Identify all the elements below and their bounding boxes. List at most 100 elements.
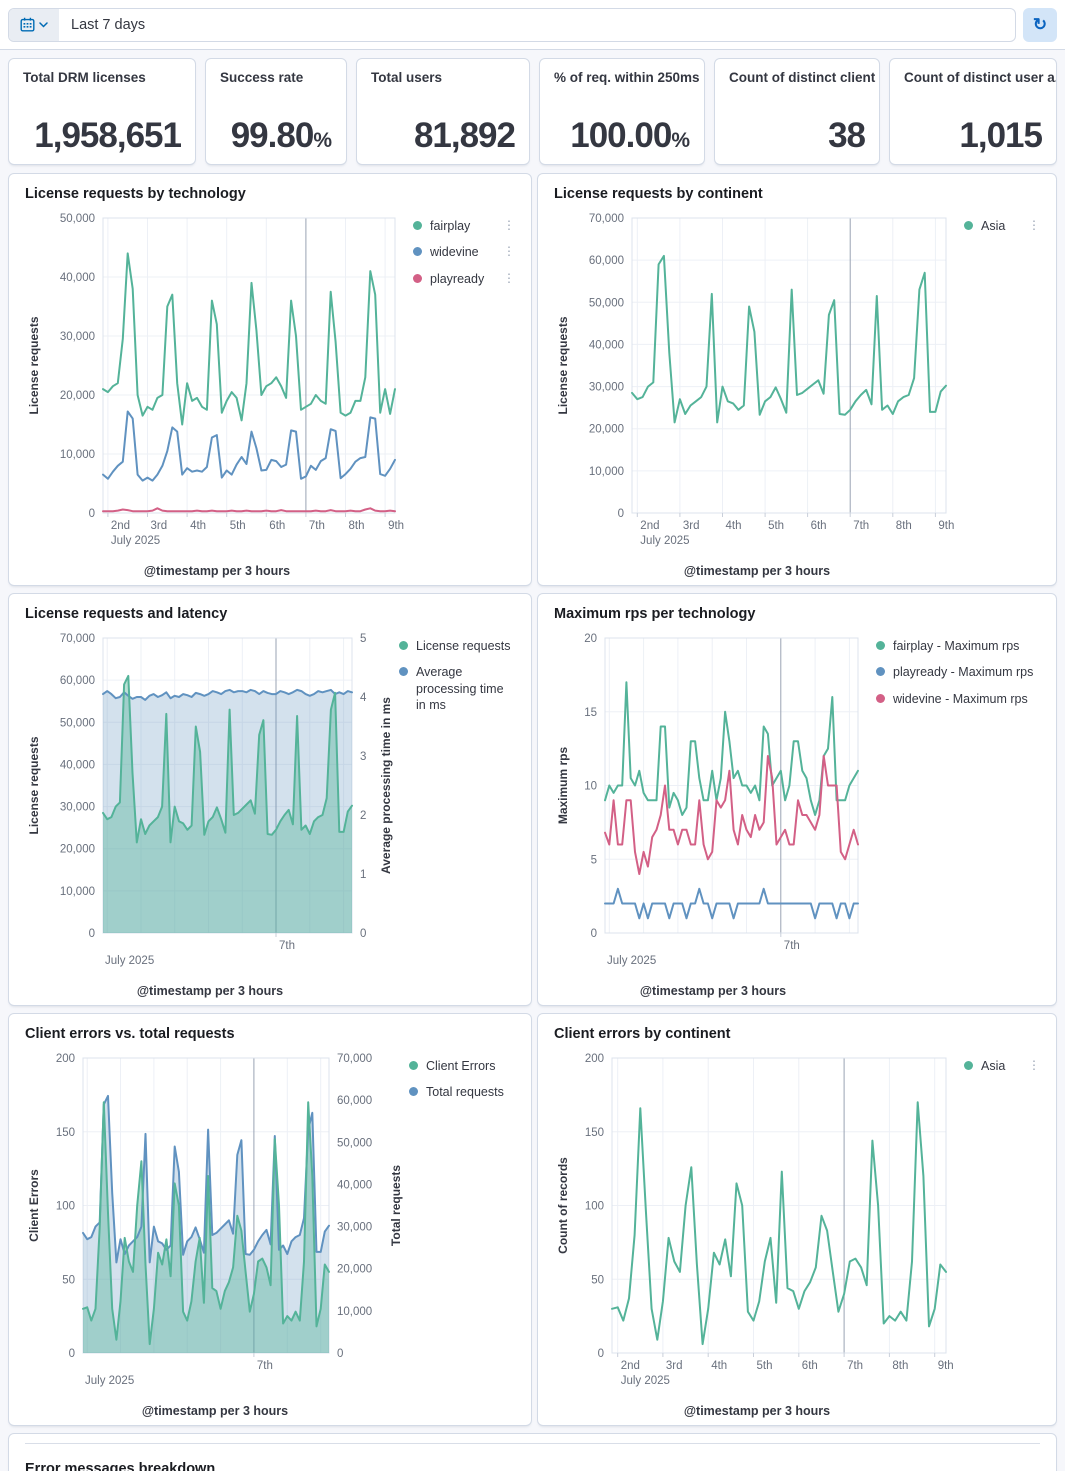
legend-item[interactable]: widevine ⋮ [413,244,515,260]
date-range-input[interactable]: Last 7 days [71,16,146,33]
legend-menu-icon[interactable]: ⋮ [1028,218,1040,232]
legend-item[interactable]: Client Errors [409,1058,515,1074]
panel-title: License requests by technology [25,186,246,202]
panel-divider [25,1443,1040,1444]
svg-text:0: 0 [618,508,624,520]
svg-text:6th: 6th [269,520,285,532]
svg-text:License requests: License requests [556,316,570,414]
svg-text:8th: 8th [896,520,912,532]
date-range-picker[interactable]: Last 7 days [8,7,1016,42]
svg-text:3rd: 3rd [666,1360,683,1372]
svg-text:7th: 7th [847,1360,863,1372]
legend-menu-icon[interactable]: ⋮ [1028,1058,1040,1072]
svg-text:70,000: 70,000 [60,633,95,645]
legend-item[interactable]: fairplay - Maximum rps [876,638,1040,654]
svg-text:50: 50 [62,1274,75,1286]
chart-canvas[interactable]: 0 10,000 20,000 30,000 40,000 50,000 2nd 3rd 4th… [25,210,409,578]
metric-card-distinct-user-agent: Count of distinct user a... 1,015 [889,58,1057,165]
legend-item[interactable]: fairplay ⋮ [413,218,515,234]
legend-color-dot [413,221,422,230]
svg-text:July 2025: July 2025 [85,1375,134,1387]
legend-item[interactable]: Asia ⋮ [964,218,1040,234]
chart-canvas[interactable]: 0 10,000 20,000 30,000 40,000 50,000 60,000 70,… [25,630,395,998]
svg-text:70,000: 70,000 [589,213,624,225]
calendar-icon [20,17,35,32]
chart-canvas[interactable]: 0 10,000 20,000 30,000 40,000 50,000 60,000 70,… [554,210,960,578]
svg-text:20,000: 20,000 [589,424,624,436]
svg-text:150: 150 [56,1127,75,1139]
svg-text:30,000: 30,000 [337,1222,372,1234]
legend-label: fairplay [430,219,471,233]
legend-menu-icon[interactable]: ⋮ [503,244,515,259]
svg-text:July 2025: July 2025 [621,1375,670,1387]
svg-text:5th: 5th [230,520,246,532]
legend-label: Total requests [426,1085,504,1100]
svg-text:20,000: 20,000 [60,844,95,856]
svg-text:10,000: 10,000 [589,466,624,478]
legend-item[interactable]: widevine - Maximum rps [876,691,1040,707]
metric-value: 100.00 [570,116,672,155]
legend-item[interactable]: License requests [399,638,515,654]
legend-label: License requests [416,639,511,653]
svg-text:1: 1 [360,869,366,881]
svg-text:50,000: 50,000 [60,717,95,729]
x-axis-title: @timestamp per 3 hours [136,984,284,998]
legend-color-dot [964,221,973,230]
charts-grid: License requests by technology 0 10,000 20… [8,173,1057,1426]
svg-text:0: 0 [360,928,366,940]
svg-text:200: 200 [56,1053,75,1065]
legend-color-dot [876,693,885,703]
svg-text:0: 0 [591,928,597,940]
refresh-button[interactable]: ↻ [1023,7,1057,42]
chart-legend: fairplay ⋮ widevine ⋮ playready ⋮ [409,210,515,578]
date-picker-button[interactable] [9,8,59,41]
svg-text:30,000: 30,000 [60,331,95,343]
svg-text:6th: 6th [802,1360,818,1372]
svg-text:40,000: 40,000 [60,272,95,284]
metric-label: Total DRM licenses [23,70,146,85]
legend-color-dot [964,1061,973,1070]
svg-text:10,000: 10,000 [60,886,95,898]
chart-legend: License requests Average processing time … [395,630,515,998]
legend-menu-icon[interactable]: ⋮ [503,270,515,285]
svg-text:3rd: 3rd [683,520,700,532]
x-axis-title: @timestamp per 3 hours [639,984,787,998]
legend-item[interactable]: Total requests [409,1084,515,1100]
chart-legend: Asia ⋮ [960,1050,1040,1418]
svg-text:5th: 5th [768,520,784,532]
svg-text:9th: 9th [938,520,954,532]
svg-text:0: 0 [89,928,95,940]
legend-item[interactable]: Average processing time in ms [399,664,515,713]
svg-text:0: 0 [337,1348,343,1360]
svg-text:2: 2 [360,810,366,822]
svg-text:3: 3 [360,751,366,763]
panel-title: Maximum rps per technology [554,606,756,622]
legend-menu-icon[interactable]: ⋮ [503,218,515,232]
legend-item[interactable]: playready - Maximum rps [876,664,1040,680]
legend-color-dot [413,247,422,257]
legend-color-dot [876,667,885,677]
chart-legend: Client Errors Total requests [405,1050,515,1418]
x-axis-title: @timestamp per 3 hours [143,564,291,578]
chart-canvas[interactable]: 0 50 100 150 200 2nd 3rd 4th 5th 6th 7th 8th 9th July… [554,1050,960,1418]
svg-text:Count of records: Count of records [556,1157,570,1254]
svg-text:10,000: 10,000 [60,449,95,461]
legend-item[interactable]: Asia ⋮ [964,1058,1040,1074]
chart-canvas[interactable]: 0 50 100 150 200 0 10,000 20,000 30,000 40,000 50,… [25,1050,405,1418]
svg-text:7th: 7th [279,940,295,952]
panel-title: Client errors vs. total requests [25,1026,235,1042]
panel-title: Error messages breakdown [25,1461,216,1471]
svg-text:4th: 4th [711,1360,727,1372]
metric-label: Total users [371,70,443,85]
svg-text:4th: 4th [190,520,206,532]
legend-item[interactable]: playready ⋮ [413,271,515,287]
chart-svg: 0 50 100 150 200 0 10,000 20,000 30,000 40,000 50,… [27,1053,403,1387]
chart-canvas[interactable]: 0 5 10 15 20 7th July 2025 Maximum rps @timesta… [554,630,872,998]
legend-label: widevine [430,245,479,260]
svg-text:20,000: 20,000 [60,390,95,402]
svg-text:40,000: 40,000 [60,759,95,771]
panel-title: Client errors by continent [554,1026,731,1042]
legend-label: Asia [981,1059,1006,1073]
panel-title: License requests by continent [554,186,763,202]
panel-client-errors-vs-total-requests: Client errors vs. total requests 0 50 100 1… [8,1013,532,1426]
